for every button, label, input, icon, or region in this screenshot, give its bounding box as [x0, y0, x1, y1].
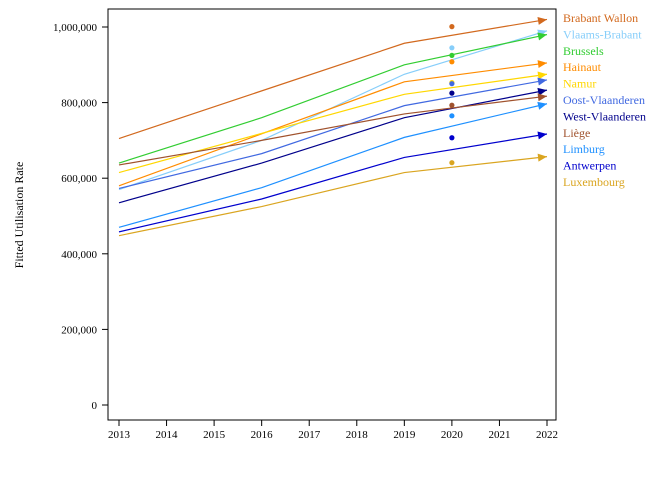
x-tick-label: 2013	[108, 429, 131, 441]
y-tick-label: 400,000	[61, 249, 97, 261]
series-arrowhead	[537, 60, 547, 69]
y-axis: 0 200,000 400,000 600,000 800,000 1,000,000	[53, 22, 108, 412]
legend-label: Namur	[563, 77, 596, 91]
y-tick-label: 200,000	[61, 324, 97, 336]
legend-label: Antwerpen	[563, 159, 616, 173]
series-arrowhead	[537, 32, 547, 41]
x-tick-label: 2021	[488, 429, 510, 441]
x-tick-label: 2018	[346, 429, 369, 441]
observed-point	[449, 81, 455, 87]
legend-label: West-Vlaanderen	[563, 109, 646, 123]
series-arrowhead	[537, 16, 547, 25]
legend-label: Brussels	[563, 44, 604, 58]
observed-point	[449, 102, 455, 108]
y-tick-label: 800,000	[61, 98, 97, 110]
legend-label: Hainaut	[563, 60, 602, 74]
series-line	[118, 18, 548, 140]
series-arrowhead	[537, 131, 547, 140]
series-arrowhead	[537, 77, 547, 86]
observed-point	[449, 45, 455, 51]
observed-point	[449, 113, 455, 119]
series-arrowhead	[537, 71, 547, 80]
y-tick-label: 600,000	[61, 173, 97, 185]
legend-label: Liège	[563, 126, 590, 140]
legend-label: Oost-Vlaanderen	[563, 93, 645, 107]
x-tick-label: 2022	[536, 429, 558, 441]
legend-label: Limburg	[563, 142, 605, 156]
series-arrowhead	[537, 93, 547, 102]
series-line	[118, 30, 548, 191]
y-axis-title: Fitted Utilisation Rate	[12, 162, 26, 269]
series-line	[118, 89, 548, 204]
observed-point	[449, 160, 455, 166]
observed-point	[449, 52, 455, 58]
series-points	[449, 24, 455, 166]
series-line	[118, 79, 548, 189]
series-arrowhead	[537, 87, 547, 96]
legend-label: Vlaams-Brabant	[563, 27, 642, 41]
series-line	[118, 133, 548, 233]
observed-point	[449, 135, 455, 141]
series-line	[118, 103, 548, 228]
y-tick-label: 0	[92, 400, 98, 412]
series-line	[118, 73, 548, 174]
y-tick-label: 1,000,000	[53, 22, 98, 34]
observed-point	[449, 24, 455, 30]
x-tick-label: 2014	[156, 429, 179, 441]
legend: Brabant Wallon Vlaams-Brabant Brussels Hain…	[563, 11, 646, 189]
x-tick-label: 2017	[298, 429, 321, 441]
observed-point	[449, 90, 455, 96]
legend-label: Luxembourg	[563, 175, 625, 189]
x-axis: 2013 2014 2015 2016 2017 2018 2019 2020 2021 2022	[108, 420, 558, 441]
plot-area-frame	[107, 8, 557, 421]
observed-point	[449, 59, 455, 65]
series-arrowhead	[537, 101, 547, 110]
x-tick-label: 2020	[441, 429, 464, 441]
series-lines	[118, 16, 548, 237]
legend-label: Brabant Wallon	[563, 11, 638, 25]
series-line	[118, 62, 548, 187]
x-tick-label: 2016	[251, 429, 274, 441]
series-line	[118, 156, 548, 237]
series-line	[118, 33, 548, 164]
x-tick-label: 2019	[393, 429, 416, 441]
series-arrowhead	[537, 153, 547, 162]
x-tick-label: 2015	[203, 429, 226, 441]
series-line	[118, 95, 548, 166]
